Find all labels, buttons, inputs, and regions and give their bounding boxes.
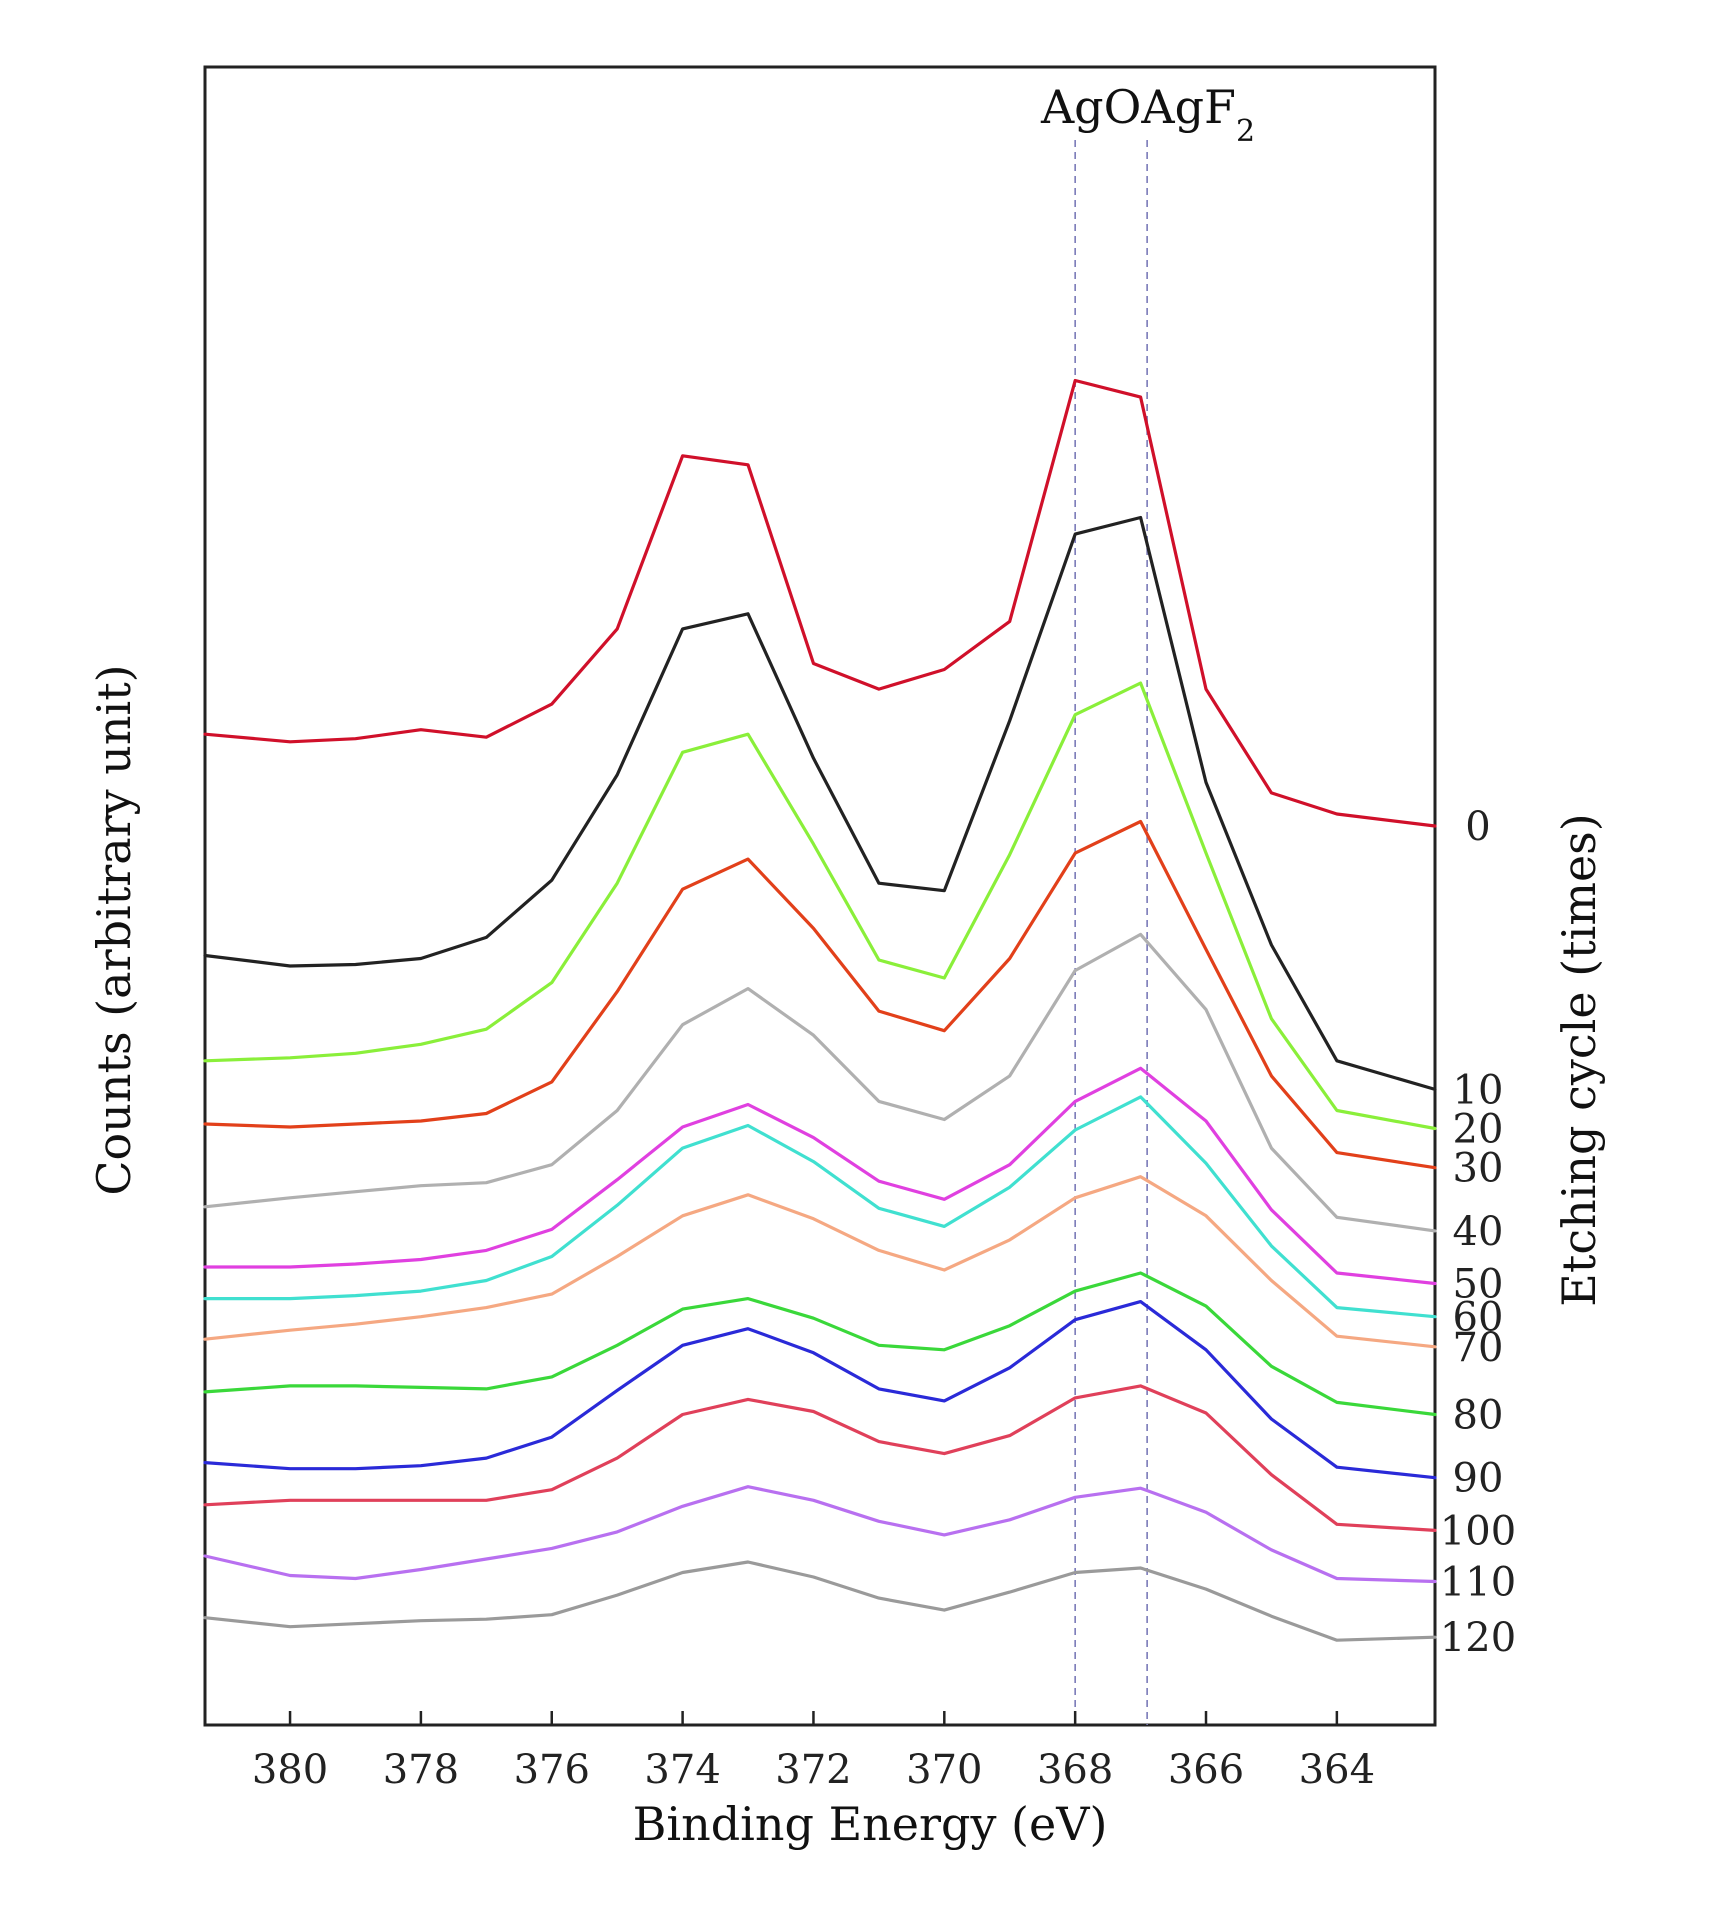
cycle-label-10: 10 [1453,1067,1504,1113]
series-line-0 [203,378,1437,828]
cycle-label-70: 70 [1453,1325,1504,1371]
series-line-20 [203,681,1437,1131]
cycle-label-80: 80 [1453,1393,1504,1439]
x-tick-label-366: 366 [1168,1747,1244,1793]
x-axis-ticks: 380 378 376 374 372 370 368 366 364 [252,1711,1375,1793]
x-tick-label-380: 380 [252,1747,328,1793]
series-lines [203,378,1437,1642]
cycle-label-110: 110 [1440,1560,1516,1606]
x-axis-title: Binding Energy (eV) [633,1797,1108,1851]
series-line-80 [203,1271,1437,1417]
cycle-label-20: 20 [1453,1107,1504,1153]
series-line-30 [203,819,1437,1170]
x-tick-label-372: 372 [775,1747,851,1793]
x-tick-label-374: 374 [644,1747,720,1793]
series-line-110 [203,1485,1437,1584]
series-line-120 [203,1560,1437,1642]
series-line-40 [203,932,1437,1233]
series-line-10 [203,515,1437,1092]
cycle-label-50: 50 [1453,1262,1504,1308]
x-tick-label-368: 368 [1037,1747,1113,1793]
cycle-label-120: 120 [1440,1615,1516,1661]
series-line-50 [203,1066,1437,1286]
x-tick-label-378: 378 [383,1747,459,1793]
series-line-60 [203,1095,1437,1319]
reference-lines [1074,140,1148,1725]
right-axis-title: Etching cycle (times) [1552,813,1606,1306]
x-tick-label-364: 364 [1299,1747,1375,1793]
cycle-label-30: 30 [1453,1146,1504,1192]
x-tick-label-376: 376 [514,1747,590,1793]
cycle-label-0: 0 [1465,804,1490,850]
series-line-90 [203,1299,1437,1480]
series-line-100 [203,1384,1437,1533]
y-axis-title: Counts (arbitrary unit) [87,664,141,1195]
series-line-70 [203,1175,1437,1349]
cycle-label-60: 60 [1453,1295,1504,1341]
cycle-label-100: 100 [1440,1508,1516,1554]
cycle-label-40: 40 [1453,1209,1504,1255]
plot-frame [203,65,1437,1727]
x-tick-label-370: 370 [906,1747,982,1793]
peak-annotation: AgOAgF2 [1040,80,1255,149]
cycle-label-90: 90 [1453,1456,1504,1502]
